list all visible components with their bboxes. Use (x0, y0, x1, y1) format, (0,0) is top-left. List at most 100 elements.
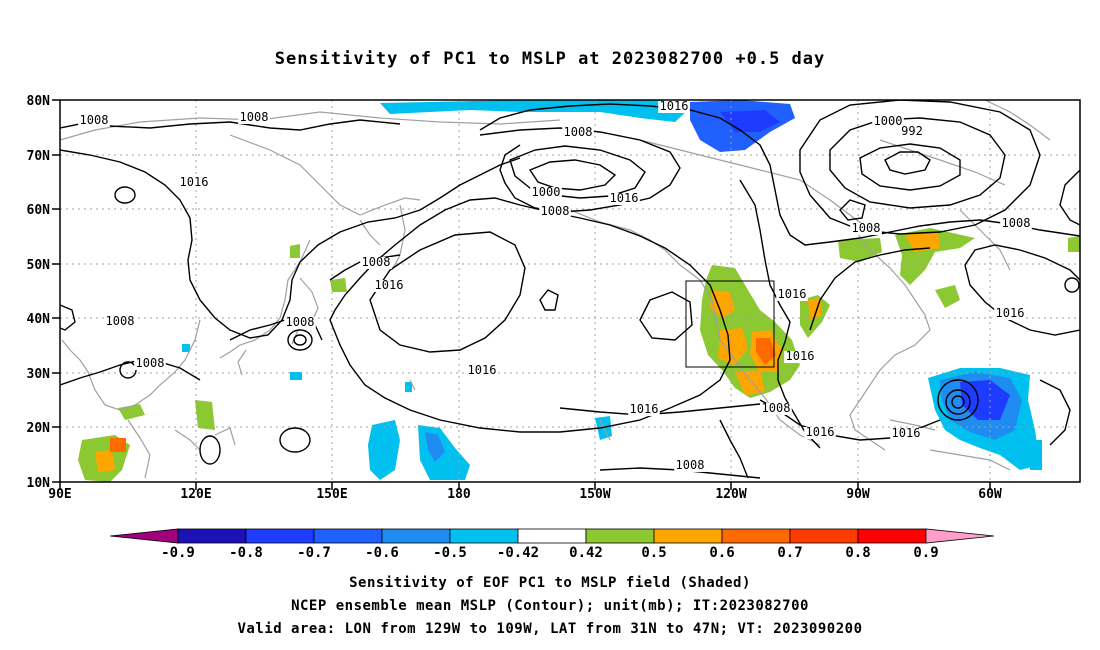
lon-label: 120W (715, 487, 746, 502)
colorbar-segment (177, 528, 247, 544)
contour-label: 1000 (532, 185, 561, 199)
contour-1016-us-east (809, 247, 931, 331)
lat-label: 20N (27, 421, 51, 436)
contour-label-bg (899, 126, 925, 138)
colorbar (109, 528, 995, 544)
lon-label: 150W (579, 487, 610, 502)
contour-1016-east-upper (1059, 169, 1080, 226)
colorbar-triangle-right (925, 528, 995, 544)
colorbar-level-label: 0.42 (569, 545, 603, 561)
contour-label-bg (760, 403, 792, 415)
colorbar-level-label: 0.7 (777, 545, 802, 561)
shade-westcoast-red (756, 338, 776, 365)
shade-cyan-small-1 (182, 344, 190, 352)
lat-label: 80N (27, 94, 51, 109)
contour-1008-aleutian (479, 127, 681, 213)
contour-small-circle-7 (1039, 379, 1071, 446)
contour-label: 1008 (564, 125, 593, 139)
contour-label-bg (373, 280, 405, 292)
contour-label-bg (674, 460, 706, 472)
contour-1008-arctic-west (60, 119, 401, 131)
contour-lowcenter-1 (937, 379, 979, 421)
contour-label: 1008 (106, 314, 135, 328)
contour-label-bg (360, 257, 392, 269)
contour-label-bg (466, 365, 498, 377)
contour-label: 1016 (778, 287, 807, 301)
contour-small-circle-2 (279, 427, 311, 453)
shade-pacific-green (330, 278, 347, 292)
contour-label-bg (284, 317, 316, 329)
shade-atlantic-dark (960, 380, 1010, 420)
contour-lowcenter-3 (951, 395, 965, 409)
contour-small-circle-8 (839, 199, 866, 221)
lat-label: 50N (27, 258, 51, 273)
contour-japan-low-1 (287, 329, 313, 351)
contour-label-bg (872, 116, 904, 128)
map-frame (59, 99, 1081, 483)
colorbar-level-label: 0.8 (845, 545, 870, 561)
shade-cyan-small-4 (1030, 440, 1042, 470)
colorbar-level-label: 0.5 (641, 545, 666, 561)
shade-east-green (1068, 236, 1080, 252)
colorbar-level-label: -0.42 (497, 545, 539, 561)
colorbar-level-label: -0.6 (365, 545, 399, 561)
valid-area-box (685, 280, 775, 368)
contour-label: 1008 (852, 221, 881, 235)
colorbar-segment (857, 528, 927, 544)
contour-992-inner (884, 151, 931, 175)
contour-1000-aleutian (509, 145, 646, 199)
plot-title: Sensitivity of PC1 to MSLP at 2023082700… (274, 49, 826, 69)
contour-label: 992 (901, 124, 923, 138)
shade-canada-orange (905, 232, 940, 252)
colorbar-segment (789, 528, 859, 544)
colorbar-segment (517, 528, 587, 544)
contour-label-bg (784, 351, 816, 363)
lon-label: 150E (316, 487, 347, 502)
colorbar-level-label: -0.5 (433, 545, 467, 561)
contour-label: 1008 (1002, 216, 1031, 230)
contour-small-circle-5 (1064, 277, 1080, 293)
contour-label-bg (78, 115, 110, 127)
shade-canada-green-1 (838, 238, 882, 262)
contour-small-circle-1 (199, 435, 221, 465)
contour-label-bg (850, 223, 882, 235)
shade-pacific-blue-1 (425, 432, 445, 462)
shade-westcoast-orange-1 (710, 290, 735, 318)
footer-line-3: Valid area: LON from 129W to 109W, LAT f… (237, 621, 863, 637)
shade-pacific-cyan-1 (368, 420, 400, 480)
contour-label-bg (562, 127, 594, 139)
contour-label-bg (776, 289, 808, 301)
axis-ticks (52, 99, 991, 490)
footer-line-1: Sensitivity of EOF PC1 to MSLP field (Sh… (349, 575, 751, 591)
mslp-contours (60, 100, 1080, 479)
map-panel: 1008 1008 1016 1008 1008 1008 1016 1008 1008 1000… (60, 100, 1080, 482)
contour-1016-small-1 (539, 289, 559, 311)
contour-label: 1008 (541, 204, 570, 218)
contour-label-bg (890, 428, 922, 440)
contour-label: 1008 (240, 110, 269, 124)
contour-label: 1016 (806, 425, 835, 439)
contour-label-bg (539, 206, 571, 218)
contour-label: 1016 (892, 426, 921, 440)
lon-label: 90E (48, 487, 71, 502)
contour-label: 1016 (996, 306, 1025, 320)
contour-label: 1016 (786, 349, 815, 363)
shade-japan-green (290, 244, 300, 258)
lat-label: 10N (27, 476, 51, 491)
shade-cyan-small-3 (405, 382, 412, 392)
colorbar-level-label: -0.8 (229, 545, 263, 561)
contour-1000-aleutian-2 (528, 159, 617, 191)
contour-label-bg (178, 177, 210, 189)
colorbar-level-label: -0.9 (161, 545, 195, 561)
lon-label: 90W (846, 487, 870, 502)
shade-asia-green-3 (195, 400, 215, 430)
lat-label: 70N (27, 149, 51, 164)
lon-label: 180 (447, 487, 471, 502)
contour-label-bg (238, 112, 270, 124)
contour-label-bg (134, 358, 166, 370)
contour-label-bg (530, 187, 562, 199)
contour-1016-ne-pacific (639, 291, 693, 341)
lon-label: 60W (978, 487, 1002, 502)
colorbar-level-label: 0.9 (913, 545, 938, 561)
